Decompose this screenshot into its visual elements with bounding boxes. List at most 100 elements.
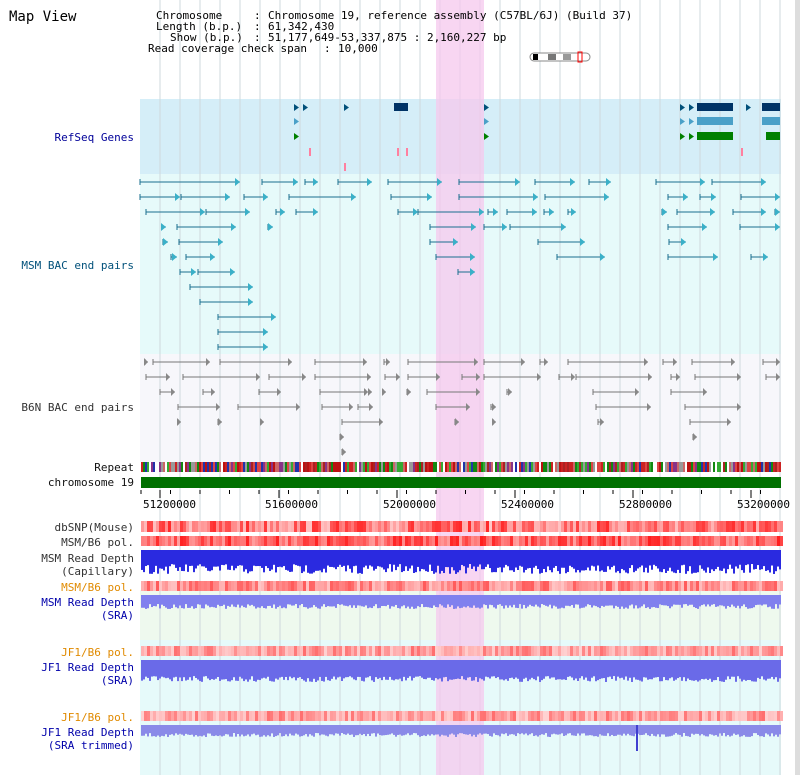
jf1-depth-bar xyxy=(555,660,557,680)
track-label-msm-b6-pol-2[interactable]: MSM/B6 pol. xyxy=(61,581,134,594)
jf1-pol2-cell xyxy=(282,711,285,721)
dbsnp-cell xyxy=(180,521,183,532)
bac-end-marker xyxy=(606,178,611,186)
msm-pol2-cell xyxy=(363,581,366,591)
jf1-trim-depth-bar xyxy=(381,725,383,736)
jf1-pol2-cell xyxy=(309,711,312,721)
bac-end-marker xyxy=(302,373,306,381)
dbsnp-cell xyxy=(666,521,669,532)
msm-pol2-cell xyxy=(657,581,660,591)
bac-end-marker xyxy=(470,268,475,276)
jf1-trim-depth-bar xyxy=(195,725,197,736)
jf1-pol2-cell xyxy=(699,711,702,721)
jf1-pol-cell xyxy=(741,646,744,656)
msm-cap-depth-bar xyxy=(571,550,573,568)
msm-pol2-cell xyxy=(324,581,327,591)
msm-pol2-cell xyxy=(165,581,168,591)
msm-pol2-cell xyxy=(291,581,294,591)
msm-cap-depth-bar xyxy=(387,550,389,569)
jf1-pol2-cell xyxy=(285,711,288,721)
jf1-depth-bar xyxy=(597,660,599,681)
track-label-jf1-depth[interactable]: JF1 Read Depth xyxy=(41,661,134,674)
msm-cap-depth-bar xyxy=(195,550,197,569)
jf1-depth-bar xyxy=(491,660,493,677)
msm-sra-depth-bar xyxy=(551,595,553,609)
dbsnp-cell xyxy=(741,521,744,532)
jf1-trim-depth-bar xyxy=(269,725,271,737)
jf1-pol2-cell xyxy=(687,711,690,721)
dbsnp-cell xyxy=(276,521,279,532)
jf1-depth-bar xyxy=(753,660,755,682)
msm-sra-depth-bar xyxy=(711,595,713,605)
msm-cap-depth-bar xyxy=(677,550,679,570)
jf1-trim-depth-bar xyxy=(759,725,761,737)
jf1-pol2-cell xyxy=(705,711,708,721)
msm-sra-depth-bar xyxy=(603,595,605,607)
msm-sra-depth-bar xyxy=(743,595,745,605)
dbsnp-cell xyxy=(354,521,357,532)
msm-cap-depth-bar xyxy=(441,550,443,571)
msm-pol2-cell xyxy=(555,581,558,591)
msm-cap-depth-bar xyxy=(355,550,357,566)
jf1-pol2-cell xyxy=(300,711,303,721)
msm-pol-cell xyxy=(591,536,594,546)
track-label-b6n-bac[interactable]: B6N BAC end pairs xyxy=(21,401,134,414)
track-label-msm-b6-pol[interactable]: MSM/B6 pol. xyxy=(61,536,134,549)
track-label-jf1-trim[interactable]: JF1 Read Depth xyxy=(41,726,134,739)
msm-pol2-cell xyxy=(732,581,735,591)
repeat-segment xyxy=(371,462,373,472)
dbsnp-cell xyxy=(525,521,528,532)
track-label-refseq[interactable]: RefSeq Genes xyxy=(54,131,134,144)
jf1-pol2-cell xyxy=(459,711,462,721)
repeat-segment xyxy=(775,462,777,472)
jf1-pol-cell xyxy=(357,646,360,656)
jf1-trim-depth-bar xyxy=(335,725,337,734)
msm-cap-depth-bar xyxy=(497,550,499,568)
track-label-msm-depth-cap[interactable]: MSM Read Depth xyxy=(41,552,134,565)
msm-cap-depth-bar xyxy=(295,550,297,566)
jf1-depth-bar xyxy=(771,660,773,677)
msm-sra-depth-bar xyxy=(625,595,627,608)
msm-pol-cell xyxy=(582,536,585,546)
repeat-segment xyxy=(301,462,303,472)
jf1-pol-cell xyxy=(186,646,189,656)
bac-end-marker xyxy=(647,403,651,411)
track-label-msm-bac[interactable]: MSM BAC end pairs xyxy=(21,259,134,272)
track-label-repeat[interactable]: Repeat xyxy=(94,461,134,474)
dbsnp-cell xyxy=(468,521,471,532)
msm-sra-depth-bar xyxy=(439,595,441,605)
jf1-trim-depth-bar xyxy=(419,725,421,737)
bac-end-marker xyxy=(413,208,418,216)
dbsnp-cell xyxy=(726,521,729,532)
track-label-jf1-pol-2[interactable]: JF1/B6 pol. xyxy=(61,711,134,724)
msm-sra-depth-bar xyxy=(333,595,335,607)
gene-marker xyxy=(484,133,489,140)
dbsnp-cell xyxy=(171,521,174,532)
track-label-chromosome[interactable]: chromosome 19 xyxy=(47,476,134,489)
msm-sra-depth-bar xyxy=(319,595,321,609)
jf1-pol-cell xyxy=(675,646,678,656)
msm-pol-cell xyxy=(375,536,378,546)
jf1-depth-bar xyxy=(547,660,549,677)
track-label-jf1-pol[interactable]: JF1/B6 pol. xyxy=(61,646,134,659)
track-label-dbsnp[interactable]: dbSNP(Mouse) xyxy=(54,521,134,534)
msm-cap-depth-bar xyxy=(201,550,203,567)
jf1-pol2-cell xyxy=(579,711,582,721)
msm-pol2-cell xyxy=(615,581,618,591)
msm-sra-depth-bar xyxy=(323,595,325,605)
jf1-pol2-cell xyxy=(564,711,567,721)
repeat-segment xyxy=(727,462,729,472)
msm-pol-cell xyxy=(657,536,660,546)
msm-pol2-cell xyxy=(189,581,192,591)
msm-sra-depth-bar xyxy=(463,595,465,607)
dbsnp-cell xyxy=(291,521,294,532)
repeat-segment xyxy=(385,462,387,472)
jf1-pol-cell xyxy=(156,646,159,656)
jf1-pol2-cell xyxy=(780,711,783,721)
jf1-depth-bar xyxy=(485,660,487,677)
track-label-msm-depth-sra[interactable]: MSM Read Depth xyxy=(41,596,134,609)
jf1-trim-depth-bar xyxy=(601,725,603,736)
jf1-depth-bar xyxy=(165,660,167,679)
jf1-trim-depth-bar xyxy=(289,725,291,734)
